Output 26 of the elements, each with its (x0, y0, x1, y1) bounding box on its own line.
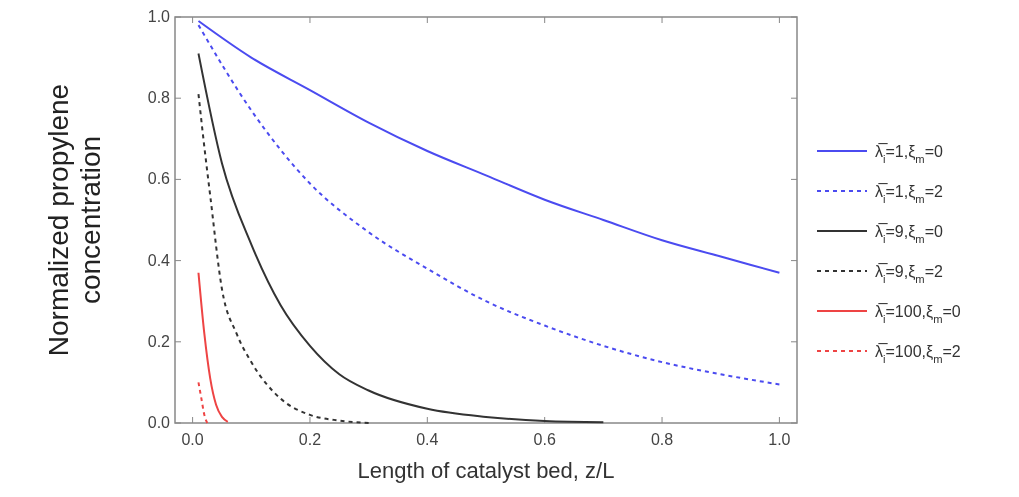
line-series (197, 52, 605, 424)
y-axis-title: Normalized propylene concentration (43, 83, 106, 357)
y-tick-label: 0.8 (147, 89, 171, 107)
x-tick-label: 0.6 (533, 431, 556, 448)
legend-label: λ̅$_{i}$=100,ξ$_{m}$=2 (875, 343, 961, 365)
y-tick-label: 1.0 (147, 8, 171, 25)
line-series (197, 381, 209, 424)
legend-label: λ̅$_{i}$=1,ξ$_{m}$=2 (875, 183, 944, 205)
y-tick-label: 0.4 (147, 251, 171, 269)
x-tick-label: 1.0 (768, 431, 791, 448)
line-series (197, 24, 781, 386)
y-tick-label: 0.2 (147, 332, 171, 350)
legend-label: λ̅$_{i}$=9,ξ$_{m}$=2 (875, 263, 944, 285)
line-series (197, 93, 370, 424)
y-tick-label: 0.0 (147, 414, 171, 431)
legend-label: λ̅$_{i}$=1,ξ$_{m}$=0 (875, 143, 944, 165)
x-tick-label: 0.4 (416, 431, 439, 448)
x-tick-label: 0.2 (298, 431, 322, 448)
line-series (197, 20, 781, 274)
y-tick-label: 0.6 (147, 170, 171, 188)
x-tick-label: 0.8 (650, 431, 674, 448)
legend-label: λ̅$_{i}$=100,ξ$_{m}$=0 (875, 303, 961, 325)
x-axis-title: Length of catalyst bed, z/L (357, 458, 615, 483)
line-series (197, 271, 229, 423)
legend-label: λ̅$_{i}$=9,ξ$_{m}$=0 (875, 223, 944, 245)
x-tick-label: 0.0 (181, 431, 204, 448)
